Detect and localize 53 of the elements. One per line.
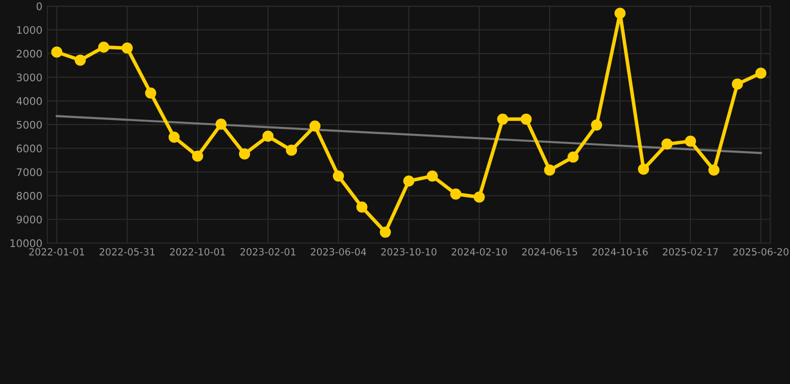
point bbox=[332, 170, 344, 182]
point bbox=[309, 120, 321, 132]
point bbox=[614, 8, 626, 19]
point bbox=[51, 46, 62, 58]
point bbox=[192, 150, 204, 162]
x-tick-label: 2023-06-04 bbox=[310, 248, 366, 256]
point bbox=[403, 175, 414, 187]
x-tick-label: 2024-02-10 bbox=[452, 248, 507, 256]
x-tick-label: 2022-05-31 bbox=[100, 248, 155, 256]
y-tick-label: 5000 bbox=[16, 120, 42, 129]
y-tick-label: 9000 bbox=[16, 216, 42, 224]
point bbox=[497, 114, 508, 125]
y-tick-label: 6000 bbox=[16, 144, 42, 152]
x-tick-label: 2022-01-01 bbox=[29, 248, 84, 256]
x-tick-label: 2025-06-20 bbox=[733, 248, 788, 256]
y-tick-label: 8000 bbox=[16, 192, 42, 200]
y-tick-label: 1000 bbox=[17, 26, 42, 34]
point bbox=[591, 120, 602, 131]
point bbox=[708, 164, 720, 176]
x-tick-label: 2024-06-15 bbox=[522, 248, 578, 256]
point bbox=[544, 164, 556, 176]
point bbox=[145, 88, 156, 99]
point bbox=[216, 118, 227, 130]
y-tick-label: 4000 bbox=[16, 97, 42, 106]
point bbox=[638, 164, 650, 175]
point bbox=[262, 130, 274, 142]
y-tick-label: 2000 bbox=[16, 50, 42, 58]
x-tick-label: 2023-02-01 bbox=[240, 248, 296, 256]
point bbox=[98, 42, 110, 53]
point bbox=[426, 170, 438, 182]
x-tick-label: 2023-10-10 bbox=[381, 248, 436, 256]
point bbox=[74, 54, 86, 66]
x-tick-label: 2022-10-01 bbox=[170, 248, 225, 256]
x-tick-label: 2025-02-17 bbox=[662, 248, 718, 256]
point bbox=[732, 78, 743, 90]
point bbox=[238, 148, 250, 160]
x-tick-label: 2024-10-16 bbox=[592, 248, 648, 256]
y-tick-label: 0 bbox=[36, 2, 42, 10]
point bbox=[568, 152, 579, 163]
point bbox=[684, 136, 696, 147]
point bbox=[168, 132, 180, 143]
point bbox=[450, 188, 462, 200]
point bbox=[380, 226, 391, 238]
point bbox=[286, 144, 298, 156]
y-tick-label: 10000 bbox=[10, 239, 42, 248]
point bbox=[356, 202, 368, 213]
point bbox=[474, 192, 485, 203]
y-tick-label: 7000 bbox=[16, 168, 42, 176]
point bbox=[520, 114, 532, 125]
point bbox=[661, 138, 673, 150]
point bbox=[755, 68, 766, 79]
y-tick-label: 3000 bbox=[16, 73, 42, 82]
point bbox=[122, 42, 133, 54]
